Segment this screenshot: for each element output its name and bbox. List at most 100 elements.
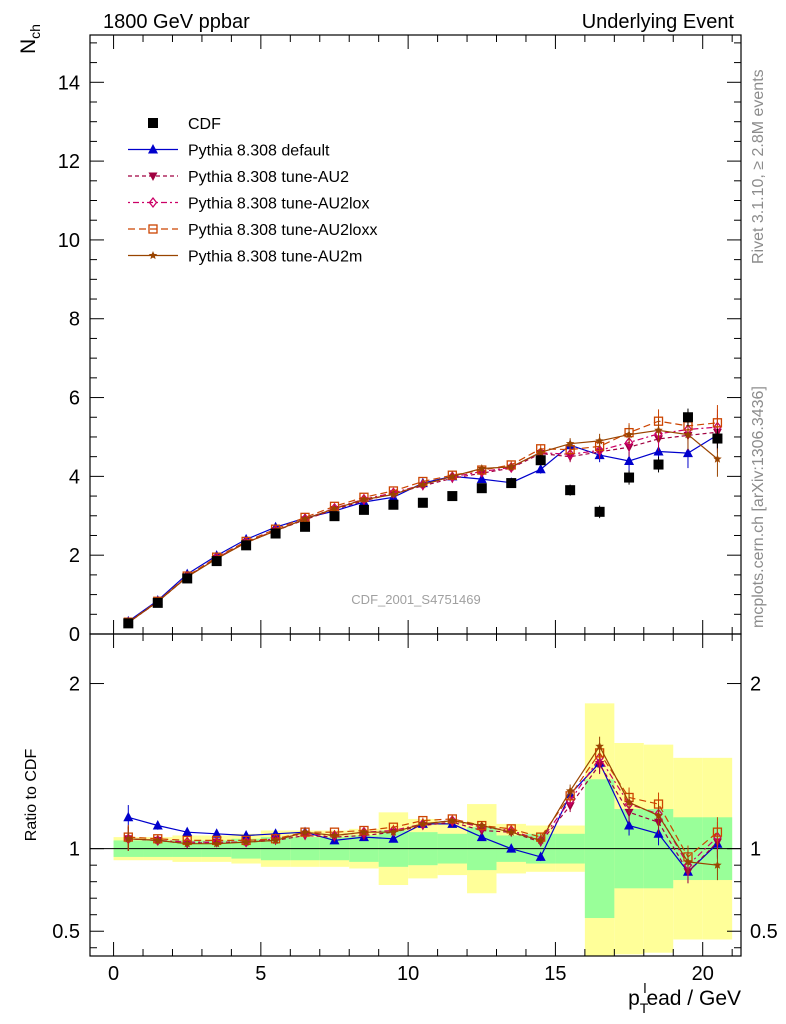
main-point-pythia-8-308-tune-au2m — [477, 464, 487, 473]
main-point-pythia-8-308-tune-au2m — [565, 439, 575, 448]
mcplots-label: mcplots.cern.ch [arXiv:1306.3436] — [750, 386, 767, 628]
ratio-point-pythia-8-308-default — [152, 820, 163, 830]
legend-marker-pythia-8-308-tune-au2loxx — [148, 224, 158, 234]
legend-entry-pythia-8-308-tune-au2loxx: Pythia 8.308 tune-AU2loxx — [128, 222, 377, 239]
y-tick-label-ratio: 2 — [69, 674, 80, 696]
ratio-point-pythia-8-308-default — [535, 851, 546, 861]
ratio-point-pythia-8-308-tune-au2m — [182, 839, 192, 848]
cdf-data-point — [270, 528, 281, 539]
y-tick-label-ratio-right: 1 — [750, 839, 761, 861]
cdf-data-point — [123, 618, 134, 629]
cdf-data-point — [329, 511, 340, 522]
main-point-pythia-8-308-tune-au2m — [624, 430, 634, 439]
y-axis-label-main-text: N — [17, 39, 40, 54]
ratio-point-pythia-8-308-tune-au2m — [448, 816, 457, 825]
main-point-pythia-8-308-tune-au2m — [330, 504, 339, 513]
y-tick-label-ratio-right: 0.5 — [750, 921, 778, 943]
ratio-point-pythia-8-308-default — [211, 828, 222, 838]
legend-marker-cdf — [148, 118, 158, 128]
main-point-pythia-8-308-tune-au2m — [536, 447, 545, 456]
legend: CDF Pythia 8.308 default Pythia 8.308 tune… — [128, 116, 377, 266]
y-tick-label-main: 14 — [58, 72, 80, 94]
cdf-data-point — [653, 459, 664, 470]
cdf-data-point — [417, 497, 428, 508]
ratio-point-pythia-8-308-default — [241, 829, 252, 840]
rivet-version-label: Rivet 3.1.10, ≥ 2.8M events — [750, 69, 767, 264]
analysis-label: CDF_2001_S4751469 — [351, 592, 480, 607]
cdf-data-point — [594, 506, 605, 517]
cdf-data-point — [535, 455, 546, 466]
ratio-point-pythia-8-308-tune-au2m — [536, 835, 545, 845]
main-point-pythia-8-308-tune-au2lox — [389, 487, 398, 499]
legend-entry-pythia-8-308-tune-au2m: Pythia 8.308 tune-AU2m — [128, 249, 362, 266]
main-point-pythia-8-308-tune-au2m — [300, 514, 310, 523]
main-point-pythia-8-308-tune-au2m — [448, 471, 457, 480]
ratio-point-pythia-8-308-default — [476, 831, 487, 842]
legend-marker-pythia-8-308-tune-au2lox — [148, 196, 158, 209]
cdf-data-point — [712, 433, 723, 444]
cdf-data-point — [241, 540, 252, 551]
ratio-point-pythia-8-308-tune-au2m — [595, 741, 604, 750]
cdf-data-point — [211, 556, 222, 567]
y-tick-label-main: 12 — [58, 151, 80, 173]
y-tick-label-ratio: 0.5 — [52, 921, 80, 943]
ratio-point-pythia-8-308-default — [506, 843, 517, 853]
ratio-point-pythia-8-308-default — [270, 828, 281, 838]
ratio-point-pythia-8-308-tune-au2m — [212, 839, 221, 848]
main-point-pythia-8-308-tune-au2m — [595, 436, 604, 445]
legend-marker-pythia-8-308-tune-au2m — [148, 251, 158, 260]
main-point-pythia-8-308-default — [476, 473, 487, 484]
ratio-point-pythia-8-308-tune-au2loxx — [712, 827, 723, 837]
ratio-point-pythia-8-308-tune-au2lox — [389, 824, 398, 837]
cdf-data-point — [300, 521, 311, 532]
x-axis-label-subscript: T — [640, 1000, 649, 1016]
ratio-point-pythia-8-308-tune-au2loxx — [241, 835, 251, 846]
header-left-title: 1800 GeV ppbar — [103, 11, 250, 33]
ratio-point-pythia-8-308-tune-au2m — [654, 811, 663, 820]
y-tick-label-main: 10 — [58, 230, 80, 252]
cdf-data-point — [388, 499, 399, 510]
ratio-point-pythia-8-308-tune-au2m — [713, 860, 722, 869]
legend-entry-pythia-8-308-default: Pythia 8.308 default — [128, 143, 330, 160]
cdf-data-point — [447, 491, 458, 502]
ratio-point-pythia-8-308-tune-au2m — [330, 831, 339, 840]
x-tick-label: 20 — [692, 963, 714, 985]
x-axis-label-main: p — [628, 987, 640, 1010]
header-right-title: Underlying Event — [582, 11, 735, 33]
ratio-point-pythia-8-308-tune-au2m — [477, 821, 487, 830]
cdf-data-point — [506, 478, 517, 489]
x-axis-label-rest: ead / GeV — [646, 987, 741, 1010]
legend-label-pythia-8-308-tune-au2: Pythia 8.308 tune-AU2 — [188, 169, 349, 186]
ratio-point-pythia-8-308-tune-au2m — [683, 857, 693, 866]
ratio-line-pythia-8-308-tune-au2lox — [128, 756, 718, 867]
x-tick-label: 5 — [255, 963, 266, 985]
ratio-point-pythia-8-308-tune-au2m — [124, 834, 133, 843]
main-point-pythia-8-308-tune-au2m — [507, 462, 516, 471]
main-point-pythia-8-308-default — [535, 463, 546, 474]
main-point-pythia-8-308-tune-au2m — [389, 490, 398, 499]
legend-label-pythia-8-308-tune-au2lox: Pythia 8.308 tune-AU2lox — [188, 196, 369, 213]
ratio-point-pythia-8-308-tune-au2m — [271, 835, 280, 845]
ratio-point-pythia-8-308-tune-au2m — [507, 827, 516, 836]
main-point-pythia-8-308-tune-au2m — [418, 480, 428, 489]
legend-entry-cdf: CDF — [148, 116, 221, 133]
legend-entry-pythia-8-308-tune-au2: Pythia 8.308 tune-AU2 — [128, 169, 349, 186]
main-point-pythia-8-308-default — [624, 455, 635, 465]
legend-label-pythia-8-308-tune-au2loxx: Pythia 8.308 tune-AU2loxx — [188, 222, 377, 239]
x-tick-label: 10 — [397, 963, 419, 985]
y-tick-label-main: 2 — [69, 545, 80, 567]
ratio-point-pythia-8-308-default — [182, 826, 193, 837]
y-tick-label-ratio-right: 2 — [750, 674, 761, 696]
ratio-point-pythia-8-308-default — [123, 811, 134, 822]
ratio-plot-frame — [89, 633, 742, 957]
y-axis-label-ratio: Ratio to CDF — [23, 749, 40, 842]
cdf-data-point — [152, 597, 163, 608]
main-point-pythia-8-308-tune-au2m — [683, 430, 693, 439]
ratio-point-pythia-8-308-tune-au2m — [359, 827, 369, 836]
main-point-pythia-8-308-default — [682, 447, 693, 458]
legend-marker-pythia-8-308-default — [148, 144, 158, 154]
cdf-data-point — [358, 504, 369, 515]
legend-label-cdf: CDF — [188, 116, 221, 133]
